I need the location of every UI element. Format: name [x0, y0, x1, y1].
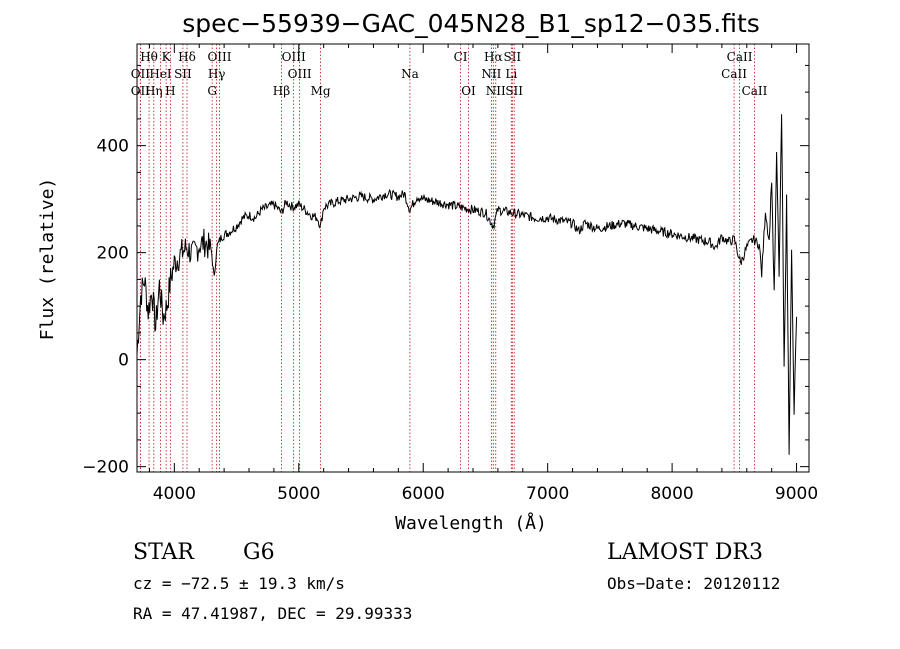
spectral-line-label: CaII	[727, 50, 753, 64]
spectral-line-label: Mg	[311, 84, 331, 98]
spectral-line-label: Na	[401, 67, 419, 81]
spectral-line-label: HeI	[149, 67, 172, 81]
chart-title: spec−55939−GAC_045N28_B1_sp12−035.fits	[182, 9, 760, 38]
x-tick-label: 6000	[402, 484, 445, 504]
spectral-line-label: NII	[486, 84, 506, 98]
redshift-readout: cz = −72.5 ± 19.3 km/s	[133, 574, 345, 593]
axis-ticks: 4000 5000 6000 7000 8000 9000 −200 0 200 400	[82, 44, 818, 504]
y-tick-label: −200	[82, 458, 129, 478]
spectral-line-label: SII	[505, 84, 523, 98]
spectral-line-label: K	[162, 50, 172, 64]
spectral-line-label: Hη	[145, 84, 163, 98]
spectral-line-label: NII	[481, 67, 501, 81]
y-tick-label: 400	[97, 137, 129, 157]
spectral-line-label: CaII	[742, 84, 768, 98]
spectral-line-label: SII	[503, 50, 521, 64]
x-tick-label: 8000	[650, 484, 693, 504]
spectral-line-label: G	[207, 84, 217, 98]
object-subclass: G6	[243, 540, 275, 565]
flux-line	[136, 114, 798, 455]
spectral-line-label: OIII	[207, 50, 231, 64]
obs-date: Obs−Date: 20120112	[607, 574, 781, 593]
flux-series	[136, 114, 798, 455]
spectral-line-label: SII	[174, 67, 192, 81]
survey-name: LAMOST DR3	[607, 540, 763, 565]
x-axis-label: Wavelength (Å)	[395, 512, 547, 534]
spectral-line-label: OII	[131, 67, 151, 81]
x-tick-label: 5000	[277, 484, 320, 504]
y-axis-label: Flux (relative)	[37, 178, 58, 341]
plot-border	[136, 43, 810, 473]
x-tick-label: 7000	[526, 484, 569, 504]
spectral-line-label: Hα	[484, 50, 503, 64]
x-tick-label: 4000	[153, 484, 196, 504]
spectral-line-label: Hθ	[140, 50, 158, 64]
spectral-line-label: OI	[461, 84, 476, 98]
spectral-line-label: Li	[505, 67, 517, 81]
object-class: STAR	[133, 540, 194, 565]
ra-dec-readout: RA = 47.41987, DEC = 29.99333	[133, 604, 413, 623]
spectral-line-label: CI	[454, 50, 468, 64]
spectral-line-label: H	[165, 84, 175, 98]
y-tick-label: 200	[97, 244, 129, 264]
plot-frame	[136, 43, 810, 473]
spectral-line-label: Hδ	[178, 50, 196, 64]
spectral-line-label: CaII	[721, 67, 747, 81]
spectral-line-label: Hβ	[273, 84, 290, 98]
spectral-line-label: OIII	[282, 50, 306, 64]
x-tick-label: 9000	[775, 484, 818, 504]
spectral-line-label: OII	[131, 84, 151, 98]
spectral-line-label: Hγ	[208, 67, 226, 81]
y-tick-label: 0	[118, 351, 129, 371]
spectral-line-label: OIII	[288, 67, 312, 81]
